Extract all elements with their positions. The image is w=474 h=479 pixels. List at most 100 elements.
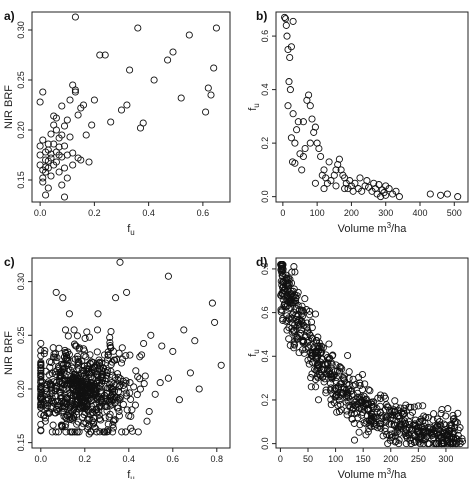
data-point [51, 350, 60, 358]
data-point [37, 382, 45, 390]
panel-b: b) 0 100 200 300 400 500 0.0 0.2 0.4 0.6 Volume m3/… [247, 9, 469, 235]
data-point [332, 182, 340, 190]
x-axis-label: Volume m3/ha [338, 221, 408, 235]
data-point [305, 330, 313, 338]
data-point [102, 375, 110, 383]
x-axis-label-unit: /ha [391, 469, 407, 479]
data-point [53, 402, 62, 410]
data-point [132, 367, 140, 375]
data-point [365, 424, 373, 433]
data-point [281, 13, 289, 21]
data-point [432, 440, 440, 448]
data-point [63, 174, 71, 182]
data-point [75, 344, 84, 352]
data-point [375, 181, 383, 189]
data-point [444, 405, 452, 413]
data-point [64, 348, 72, 356]
data-point [310, 128, 318, 136]
data-point [141, 372, 149, 380]
data-point [77, 156, 85, 164]
data-point [82, 131, 90, 139]
data-point [128, 406, 136, 414]
data-point [36, 151, 44, 159]
data-point [91, 363, 99, 371]
data-point [49, 421, 57, 429]
x-tick-label: 0.8 [211, 454, 224, 464]
data-point [212, 24, 220, 32]
data-point [356, 379, 364, 387]
data-point [136, 353, 144, 361]
data-point [383, 431, 391, 439]
data-point [307, 351, 315, 359]
data-point [314, 342, 322, 350]
data-point [101, 394, 109, 402]
data-point [78, 396, 86, 404]
data-point [143, 417, 151, 425]
data-point [85, 430, 93, 438]
data-point [107, 118, 115, 126]
y-tick-label: 0.30 [16, 273, 26, 291]
data-point [95, 415, 104, 423]
data-point [406, 421, 414, 429]
data-point [458, 435, 466, 443]
data-point [299, 306, 307, 315]
data-point [122, 389, 130, 397]
data-point [289, 110, 297, 118]
data-point [434, 431, 443, 440]
x-tick-label: 250 [411, 454, 426, 464]
data-point [435, 440, 443, 448]
y-tick-label: 0.4 [260, 83, 270, 96]
data-point [39, 136, 47, 144]
data-point [350, 436, 359, 444]
data-point [74, 418, 82, 426]
data-point [48, 428, 56, 436]
data-point [314, 396, 323, 404]
data-point [73, 386, 81, 395]
y-tick-label: 0.6 [260, 306, 270, 319]
data-point [48, 397, 56, 405]
y-tick-label: 0.0 [260, 437, 270, 450]
data-point [103, 407, 111, 415]
data-point [60, 122, 69, 130]
data-point [358, 187, 366, 195]
data-point [437, 191, 445, 199]
data-point [117, 106, 126, 114]
data-point [37, 339, 45, 347]
data-point [98, 366, 106, 374]
data-point [281, 285, 289, 293]
data-point [211, 318, 219, 326]
data-point [63, 361, 71, 369]
x-tick-label: 0.6 [197, 208, 210, 218]
data-point [313, 336, 321, 344]
data-point [374, 394, 382, 402]
data-point [60, 142, 69, 150]
data-point [288, 328, 296, 336]
data-point [140, 339, 148, 348]
data-point [360, 392, 368, 400]
data-point [96, 428, 104, 436]
data-point [123, 392, 131, 400]
data-point [349, 382, 357, 390]
data-point [416, 434, 424, 442]
data-point [59, 294, 67, 302]
data-point [448, 421, 456, 430]
data-point [76, 392, 84, 400]
data-point [370, 179, 378, 187]
data-point [107, 327, 115, 336]
data-point [175, 396, 183, 404]
data-point [126, 379, 134, 387]
data-point [299, 118, 307, 126]
data-point [314, 353, 322, 361]
data-point [311, 365, 319, 374]
data-point [280, 300, 289, 308]
x-tick-label: 0.2 [88, 208, 101, 218]
data-point [346, 403, 354, 411]
data-point [81, 408, 89, 416]
data-point [107, 343, 115, 352]
data-point [47, 154, 55, 162]
data-point [45, 378, 53, 386]
data-point [311, 123, 319, 131]
x-tick-label: 400 [412, 208, 427, 218]
x-axis-label-subscript: u [130, 474, 134, 479]
data-point [110, 416, 118, 424]
